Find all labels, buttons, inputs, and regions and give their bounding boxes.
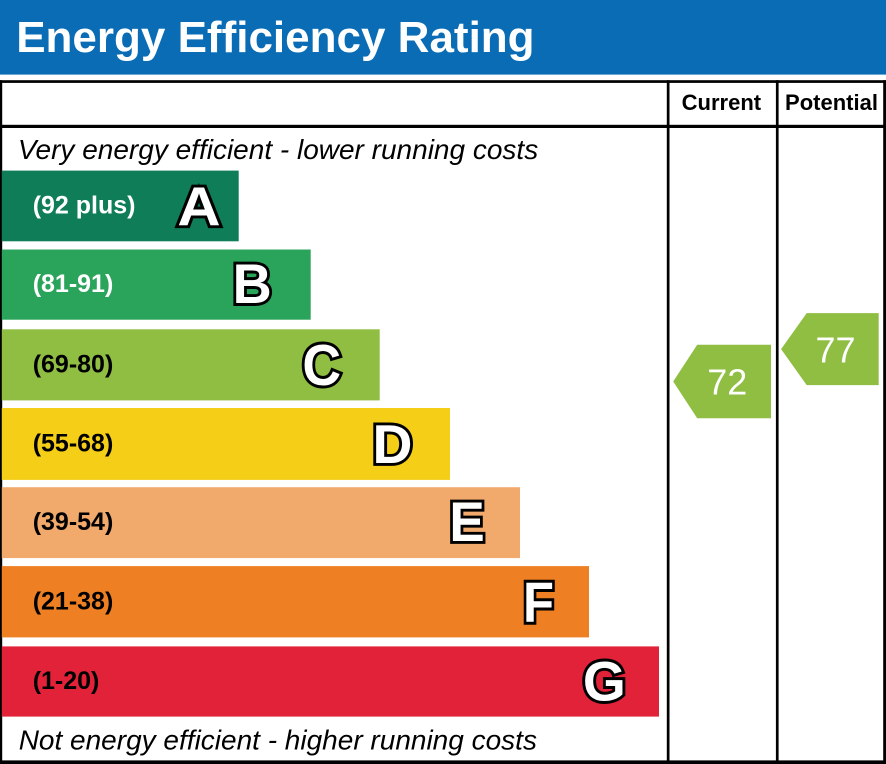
svg-text:C: C xyxy=(302,333,341,397)
svg-text:Potential: Potential xyxy=(785,90,878,115)
svg-text:F: F xyxy=(523,571,554,634)
svg-text:Current: Current xyxy=(682,90,762,115)
svg-text:77: 77 xyxy=(815,330,855,371)
svg-text:(92 plus): (92 plus) xyxy=(33,192,136,220)
svg-text:D: D xyxy=(372,413,412,475)
svg-text:Not energy efficient - higher: Not energy efficient - higher running co… xyxy=(19,725,537,756)
svg-text:(69-80): (69-80) xyxy=(33,350,114,378)
svg-text:(55-68): (55-68) xyxy=(33,430,114,458)
svg-text:(81-91): (81-91) xyxy=(33,270,114,298)
svg-text:G: G xyxy=(583,650,626,712)
svg-text:Very energy efficient - lower: Very energy efficient - lower running co… xyxy=(18,134,538,165)
svg-text:B: B xyxy=(233,252,272,315)
svg-text:(1-20): (1-20) xyxy=(33,667,100,695)
svg-text:(39-54): (39-54) xyxy=(33,508,114,536)
svg-text:72: 72 xyxy=(707,362,747,403)
svg-text:(21-38): (21-38) xyxy=(33,587,114,615)
svg-text:Energy Efficiency Rating: Energy Efficiency Rating xyxy=(16,13,534,62)
svg-text:A: A xyxy=(177,176,220,237)
svg-text:E: E xyxy=(449,492,484,553)
